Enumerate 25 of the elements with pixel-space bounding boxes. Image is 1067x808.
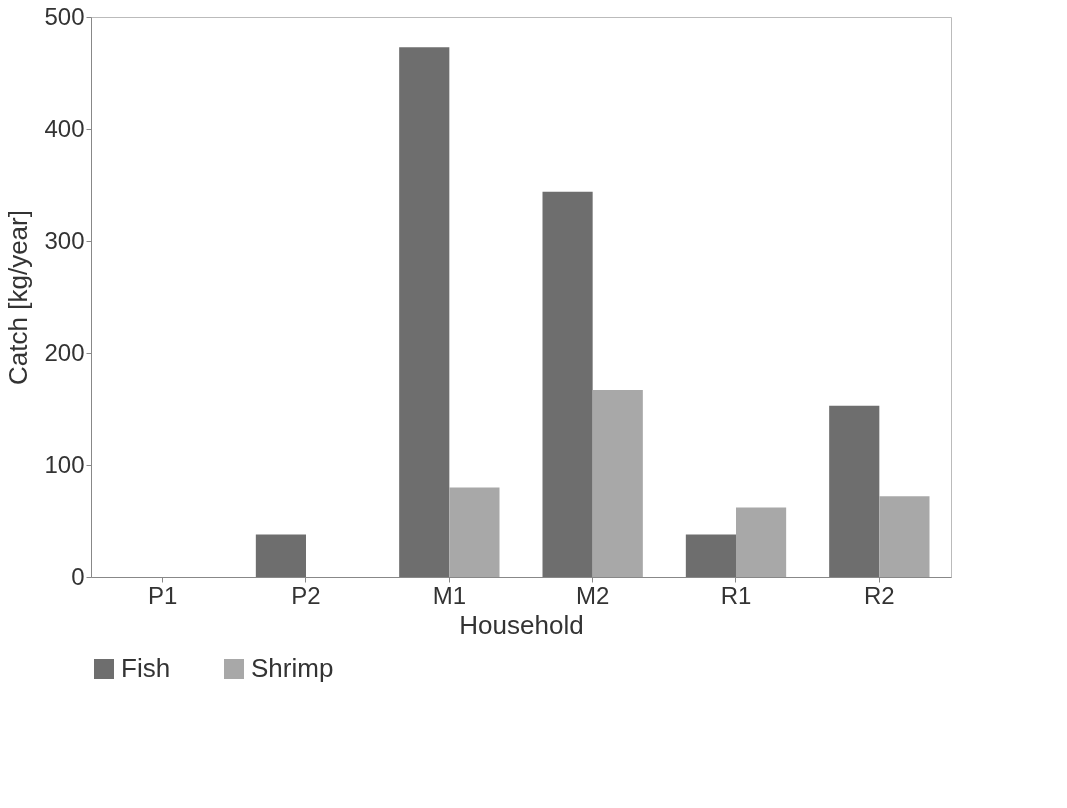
- y-tick-label: 400: [44, 114, 85, 142]
- x-tick-label: M1: [432, 581, 467, 609]
- legend-label: Shrimp: [251, 653, 334, 683]
- x-tick-label: P2: [291, 581, 321, 609]
- y-tick-label: 200: [44, 338, 85, 366]
- bar: [399, 47, 450, 577]
- y-tick-label: 100: [44, 450, 85, 478]
- bar: [829, 405, 880, 577]
- x-tick-label: M2: [575, 581, 610, 609]
- bar: [736, 507, 787, 577]
- bar: [685, 534, 736, 577]
- x-tick-label: P1: [147, 581, 178, 609]
- bar: [592, 389, 643, 577]
- y-axis-title: Catch [kg/year]: [3, 210, 34, 385]
- bar: [255, 534, 306, 577]
- x-tick-label: R1: [720, 581, 752, 609]
- y-tick-label: 0: [71, 562, 85, 590]
- x-axis-title: Household: [459, 609, 584, 640]
- y-tick-label: 300: [44, 226, 85, 254]
- x-tick-label: R2: [863, 581, 895, 609]
- legend-label: Fish: [121, 653, 171, 683]
- bar: [449, 487, 500, 577]
- y-tick-label: 500: [44, 2, 85, 30]
- bar: [879, 496, 930, 577]
- bar: [542, 191, 593, 577]
